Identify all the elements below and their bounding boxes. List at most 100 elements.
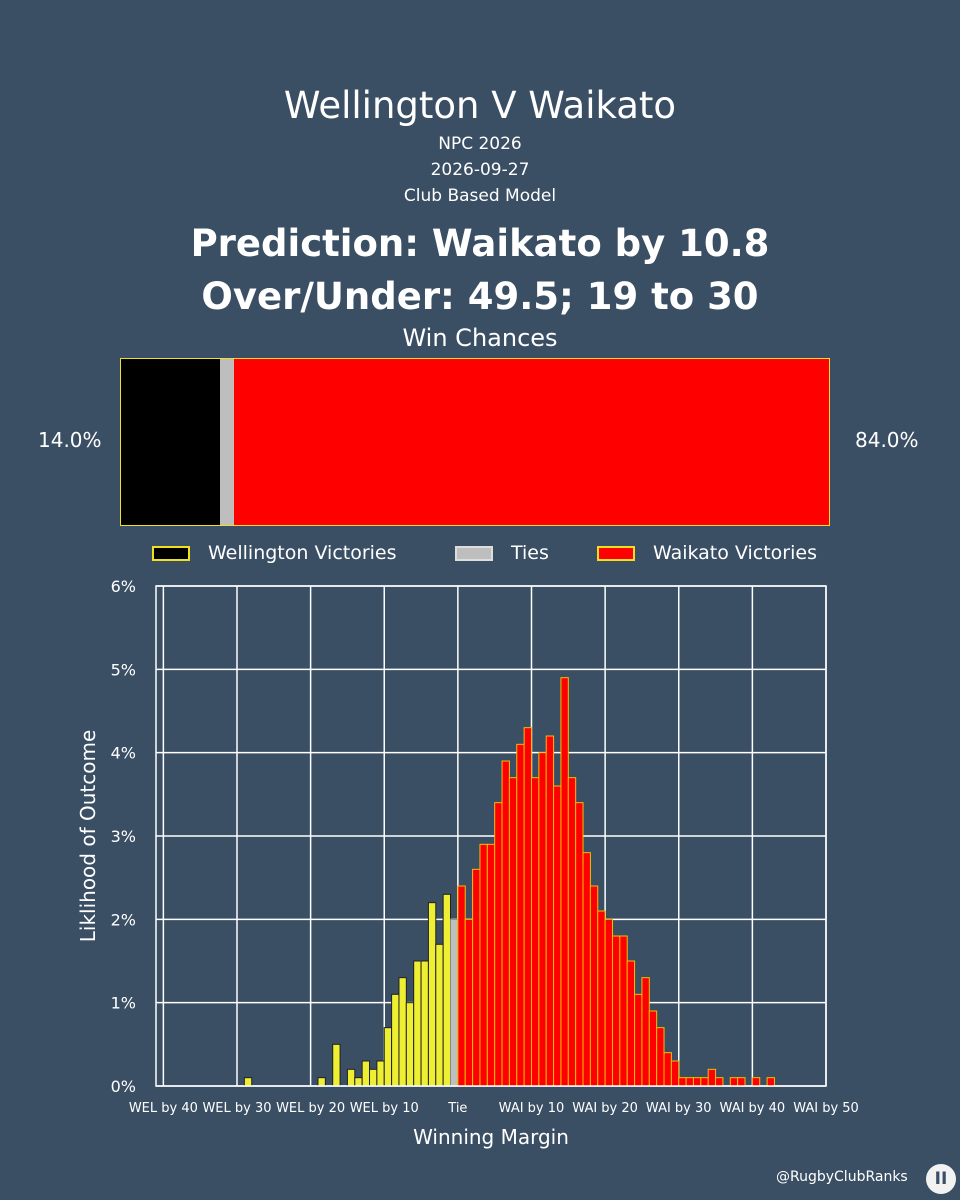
bar-waikato-victories <box>575 802 584 1087</box>
bar-wellington-victories <box>427 902 437 1087</box>
y-tick-label: 3% <box>111 827 136 846</box>
tie-segment <box>220 359 235 525</box>
home-win-segment <box>121 359 221 525</box>
bar-waikato-victories <box>523 727 532 1087</box>
x-tick-label: WAI by 20 <box>572 1101 638 1116</box>
bar-wellington-victories <box>391 993 400 1087</box>
bar-waikato-victories <box>457 885 466 1087</box>
legend-swatch-tie <box>455 545 493 561</box>
bar-waikato-victories <box>508 777 518 1087</box>
x-tick-label: Tie <box>447 1101 467 1116</box>
bar-waikato-victories <box>670 1060 680 1087</box>
y-tick-labels: 0% 1% 2% 3% 4% 5% 6% <box>111 577 136 1096</box>
bar-wellington-victories <box>442 893 452 1087</box>
bar-wellington-victories <box>332 1043 341 1087</box>
bar-wellington-victories <box>361 1060 371 1087</box>
bar-waikato-victories <box>538 752 547 1087</box>
bar-waikato-victories <box>751 1077 761 1087</box>
bar-waikato-victories <box>486 843 496 1087</box>
bar-waikato-victories <box>553 785 562 1087</box>
bar-wellington-victories <box>435 943 444 1087</box>
bar-wellington-victories <box>243 1077 253 1087</box>
x-axis-label: Winning Margin <box>413 1125 569 1149</box>
bar-waikato-victories <box>472 868 481 1087</box>
legend-item-away: Waikato Victories <box>597 542 817 564</box>
rugby-club-ranks-logo: II <box>926 1164 956 1194</box>
bar-waikato-victories <box>707 1068 717 1087</box>
home-win-percent: 14.0% <box>38 428 102 452</box>
x-tick-labels: WEL by 40 WEL by 30 WEL by 20 WEL by 10 Tie W… <box>129 1101 859 1116</box>
bar-waikato-victories <box>656 1027 665 1087</box>
x-tick-label: WEL by 30 <box>202 1101 271 1116</box>
x-tick-label: WAI by 10 <box>499 1101 565 1116</box>
bar-ties <box>450 918 459 1087</box>
bar-waikato-victories <box>464 918 474 1087</box>
bar-waikato-victories <box>494 802 503 1087</box>
model-label: Club Based Model <box>403 186 557 206</box>
legend-swatch-home <box>152 545 190 561</box>
y-tick-label: 4% <box>111 744 136 763</box>
away-win-percent: 84.0% <box>855 428 919 452</box>
legend-label-home: Wellington Victories <box>208 542 397 564</box>
bar-wellington-victories <box>383 1027 393 1087</box>
away-win-segment <box>234 359 829 525</box>
x-tick-label: WAI by 40 <box>720 1101 786 1116</box>
y-axis-label: Liklihood of Outcome <box>76 730 100 943</box>
legend-item-home: Wellington Victories <box>152 542 397 564</box>
bar-wellington-victories <box>405 1002 415 1087</box>
legend-swatch-away <box>597 545 635 561</box>
y-tick-label: 6% <box>111 577 136 596</box>
bar-waikato-victories <box>700 1077 709 1087</box>
prediction-text: Prediction: Waikato by 10.8 <box>190 222 770 265</box>
margin-distribution-chart: 0%1%2%3%4%5%6% WEL by 40 WEL by 30 WEL by … <box>76 577 859 1149</box>
plot-frame <box>155 585 827 1087</box>
bar-waikato-victories <box>619 935 628 1087</box>
legend-item-tie: Ties <box>455 542 549 564</box>
legend-label-away: Waikato Victories <box>653 542 817 564</box>
bar-waikato-victories <box>582 852 591 1087</box>
bar-wellington-victories <box>354 1077 363 1087</box>
bar-waikato-victories <box>501 760 510 1087</box>
bar-waikato-victories <box>479 843 488 1087</box>
chart-title: Wellington V Waikato <box>283 84 677 127</box>
y-tick-label: 1% <box>111 994 136 1013</box>
match-date: 2026-09-27 <box>430 160 530 180</box>
bar-wellington-victories <box>420 960 429 1087</box>
bar-wellington-victories <box>317 1077 326 1087</box>
bar-waikato-victories <box>663 1052 672 1087</box>
bar-waikato-victories <box>634 993 643 1087</box>
bar-waikato-victories <box>545 735 555 1087</box>
bar-waikato-victories <box>729 1077 739 1087</box>
x-tick-label: WEL by 20 <box>276 1101 345 1116</box>
bar-wellington-victories <box>369 1068 378 1087</box>
y-tick-label: 2% <box>111 910 136 929</box>
x-tick-label: WEL by 10 <box>350 1101 419 1116</box>
twitter-handle: @RugbyClubRanks <box>776 1169 908 1185</box>
y-tick-label: 5% <box>111 660 136 679</box>
bar-wellington-victories <box>413 960 422 1087</box>
over-under-text: Over/Under: 49.5; 19 to 30 <box>201 275 759 318</box>
bar-wellington-victories <box>346 1068 356 1087</box>
bar-waikato-victories <box>692 1077 702 1087</box>
bar-waikato-victories <box>715 1077 724 1087</box>
x-tick-label: WAI by 50 <box>793 1101 859 1116</box>
bar-waikato-victories <box>678 1077 687 1087</box>
bar-waikato-victories <box>597 910 606 1087</box>
bar-waikato-victories <box>530 777 540 1087</box>
bar-waikato-victories <box>560 677 569 1087</box>
bar-waikato-victories <box>611 935 621 1087</box>
x-tick-label: WAI by 30 <box>646 1101 712 1116</box>
bar-waikato-victories <box>737 1077 746 1087</box>
bar-waikato-victories <box>641 977 650 1087</box>
win-chances-bar <box>120 358 830 526</box>
bar-wellington-victories <box>398 977 407 1087</box>
bar-waikato-victories <box>648 1010 658 1087</box>
y-tick-label: 0% <box>111 1077 136 1096</box>
legend-label-tie: Ties <box>511 542 549 564</box>
bar-waikato-victories <box>766 1077 775 1087</box>
win-chances-label: Win Chances <box>402 324 558 352</box>
bar-waikato-victories <box>516 743 525 1087</box>
x-tick-label: WEL by 40 <box>129 1101 198 1116</box>
competition-label: NPC 2026 <box>438 134 522 154</box>
bar-waikato-victories <box>626 960 636 1087</box>
